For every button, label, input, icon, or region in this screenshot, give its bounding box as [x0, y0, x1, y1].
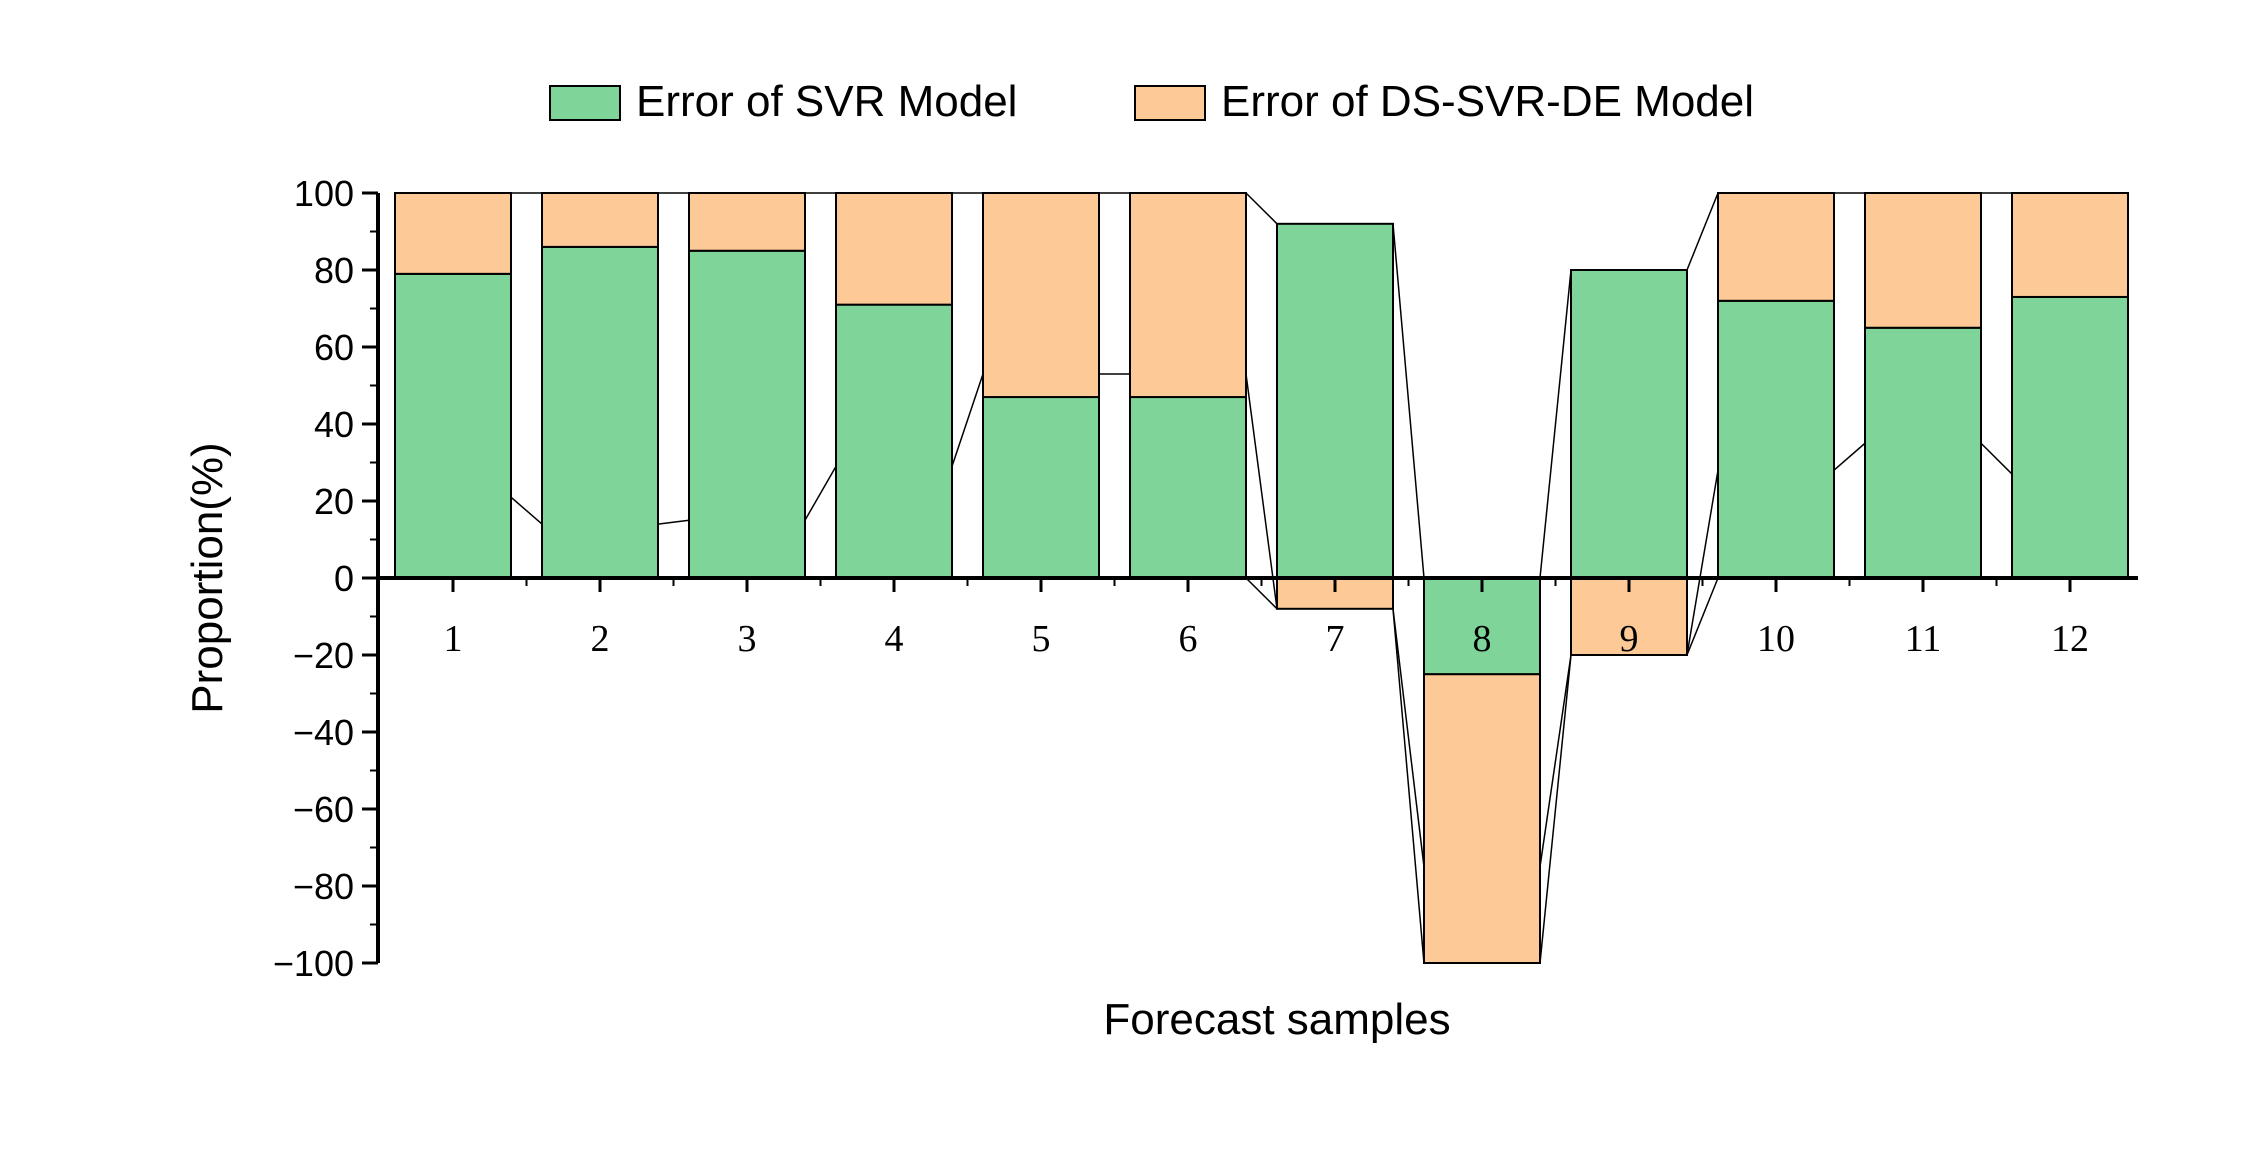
xtick-label-9: 9: [1620, 618, 1639, 660]
connector-bottom-9: [1686, 577, 1719, 656]
connector-boundary-6: [1245, 373, 1278, 609]
connector-top-9: [1686, 192, 1719, 271]
bar-5-series-2: [982, 192, 1100, 399]
xtick-label-3: 3: [738, 618, 757, 660]
bar-10-series-1: [1717, 299, 1835, 579]
xtick-label-11: 11: [1905, 618, 1942, 660]
connector-top-7: [1392, 223, 1425, 579]
connector-boundary-11: [1980, 442, 2013, 475]
bar-11-series-1: [1864, 326, 1982, 579]
xtick-label-6: 6: [1179, 618, 1198, 660]
ytick-label-20: 20: [314, 481, 354, 522]
connector-boundary-8: [1539, 654, 1572, 867]
xtick-label-10: 10: [1757, 618, 1795, 660]
connector-top-8: [1539, 269, 1572, 579]
ytick-label-80: 80: [314, 250, 354, 291]
xtick-label-4: 4: [885, 618, 904, 660]
ytick-label-0: 0: [334, 558, 354, 599]
connector-boundary-4: [951, 373, 984, 467]
bar-5-series-1: [982, 396, 1100, 579]
legend: Error of SVR Model Error of DS-SVR-DE Mod…: [549, 77, 1754, 126]
ytick-label--40: −40: [293, 712, 354, 753]
connector-lines: [510, 192, 2013, 964]
connector-boundary-7: [1392, 608, 1425, 867]
connector-boundary-9: [1686, 470, 1719, 656]
bar-4-series-1: [835, 303, 953, 579]
bar-6-series-1: [1129, 396, 1247, 579]
bar-8-series-2: [1423, 673, 1541, 964]
connector-bottom-7: [1392, 608, 1425, 964]
bar-3-series-2: [688, 192, 806, 252]
legend-label-2: Error of DS-SVR-DE Model: [1221, 77, 1754, 126]
connector-bottom-6: [1245, 577, 1278, 610]
connector-top-6: [1245, 192, 1278, 225]
bar-12-series-2: [2011, 192, 2129, 298]
legend-swatch-1: [549, 85, 621, 121]
legend-label-1: Error of SVR Model: [636, 77, 1017, 126]
ytick-label--100: −100: [273, 943, 354, 984]
connector-boundary-2: [657, 519, 690, 525]
bar-11-series-2: [1864, 192, 1982, 329]
ytick-label-40: 40: [314, 404, 354, 445]
bar-7-series-1: [1276, 222, 1394, 580]
xtick-label-5: 5: [1032, 618, 1051, 660]
xtick-label-12: 12: [2051, 618, 2089, 660]
ytick-label--80: −80: [293, 866, 354, 907]
connector-boundary-3: [804, 465, 837, 521]
bar-9-series-1: [1570, 269, 1688, 579]
x-axis-title: Forecast samples: [1103, 995, 1450, 1044]
bar-10-series-2: [1717, 192, 1835, 302]
ytick-label--20: −20: [293, 635, 354, 676]
xtick-label-8: 8: [1473, 618, 1492, 660]
ytick-label--60: −60: [293, 789, 354, 830]
bar-12-series-1: [2011, 295, 2129, 579]
bar-1-series-2: [394, 192, 512, 275]
bar-2-series-2: [541, 192, 659, 248]
y-axis-title: Proportion(%): [183, 442, 232, 713]
xtick-label-1: 1: [444, 618, 463, 660]
connector-boundary-1: [510, 496, 543, 525]
legend-swatch-2: [1134, 85, 1206, 121]
ytick-label-60: 60: [314, 327, 354, 368]
bar-2-series-1: [541, 245, 659, 579]
bar-4-series-2: [835, 192, 953, 306]
bar-1-series-1: [394, 272, 512, 579]
bar-6-series-2: [1129, 192, 1247, 399]
ytick-label-100: 100: [294, 173, 354, 214]
connector-boundary-10: [1833, 442, 1866, 471]
bars: [394, 192, 2129, 964]
connector-bottom-8: [1539, 654, 1572, 964]
xtick-label-2: 2: [591, 618, 610, 660]
bar-3-series-1: [688, 249, 806, 579]
xtick-label-7: 7: [1326, 618, 1345, 660]
